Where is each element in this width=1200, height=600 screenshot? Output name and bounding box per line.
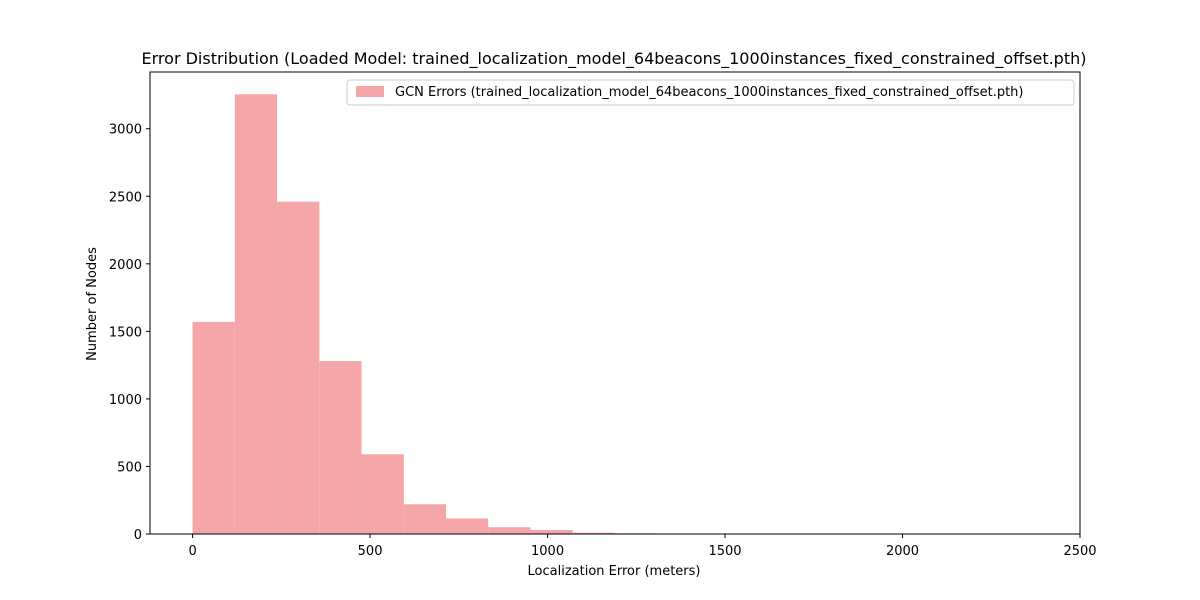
plot-area-frame — [149, 71, 1081, 535]
y-axis-label: Number of Nodes — [85, 247, 100, 361]
y-tick-label: 1000 — [109, 393, 142, 408]
x-tick-label: 500 — [358, 544, 383, 559]
histogram-bar — [403, 504, 447, 534]
chart-title: Error Distribution (Loaded Model: traine… — [142, 49, 1087, 69]
x-tick-label: 2500 — [1063, 544, 1096, 559]
legend-frame — [346, 79, 1075, 106]
histogram-bar — [488, 527, 531, 534]
y-tick-label: 500 — [117, 460, 142, 475]
histogram-bar — [277, 201, 320, 534]
histogram-bar — [530, 529, 573, 534]
histogram-bar — [234, 94, 278, 534]
histogram-bar — [446, 518, 489, 534]
legend: GCN Errors (trained_localization_model_6… — [346, 79, 1075, 106]
histogram-bar — [192, 321, 235, 534]
legend-label: GCN Errors (trained_localization_model_6… — [395, 85, 1023, 100]
x-tick-label: 1500 — [708, 544, 741, 559]
legend-swatch — [356, 86, 384, 97]
y-tick-label: 3000 — [109, 123, 142, 138]
y-tick-label: 1500 — [109, 325, 142, 340]
histogram-bar — [572, 532, 615, 534]
histogram-bar — [361, 454, 404, 534]
x-axis-ticks: 0 500 1000 1500 2000 2500 — [188, 534, 1097, 559]
y-tick-label: 2500 — [109, 190, 142, 205]
bars-group — [192, 94, 1038, 534]
y-tick-label: 0 — [134, 528, 142, 543]
x-tick-label: 1000 — [531, 544, 564, 559]
histogram-bar — [319, 361, 362, 534]
x-tick-label: 0 — [188, 544, 196, 559]
x-axis-label: Localization Error (meters) — [528, 564, 701, 579]
y-axis-ticks: 0 500 1000 1500 2000 2500 3000 — [109, 123, 150, 543]
y-tick-label: 2000 — [109, 258, 142, 273]
x-tick-label: 2000 — [886, 544, 919, 559]
